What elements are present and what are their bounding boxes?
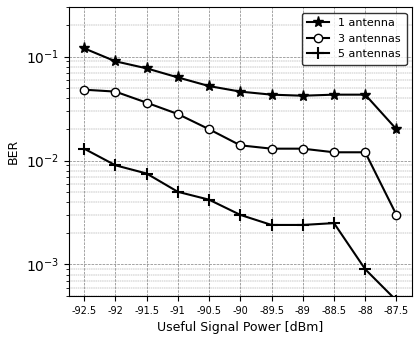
X-axis label: Useful Signal Power [dBm]: Useful Signal Power [dBm] [157,321,323,334]
3 antennas [175,112,180,116]
1 antenna [269,93,274,97]
1 antenna [82,46,87,50]
3 antennas [394,213,399,217]
5 antennas [269,223,274,227]
5 antennas [331,221,336,225]
1 antenna [394,127,399,131]
1 antenna [300,94,305,98]
Line: 1 antenna: 1 antenna [79,43,402,135]
1 antenna [238,90,243,94]
1 antenna [331,93,336,97]
5 antennas [363,267,368,271]
5 antennas [238,213,243,217]
3 antennas [82,88,87,92]
5 antennas [207,198,212,202]
5 antennas [175,190,180,194]
Line: 3 antennas: 3 antennas [80,86,401,219]
1 antenna [175,75,180,79]
3 antennas [269,147,274,151]
3 antennas [331,150,336,154]
3 antennas [238,143,243,147]
5 antennas [144,172,149,176]
1 antenna [144,66,149,70]
3 antennas [144,101,149,105]
Y-axis label: BER: BER [7,139,20,164]
3 antennas [113,90,118,94]
Line: 5 antennas: 5 antennas [79,143,402,306]
1 antenna [207,84,212,88]
Legend: 1 antenna, 3 antennas, 5 antennas: 1 antenna, 3 antennas, 5 antennas [302,13,406,65]
1 antenna [113,59,118,63]
5 antennas [113,163,118,167]
3 antennas [207,127,212,131]
5 antennas [82,147,87,151]
1 antenna [363,93,368,97]
5 antennas [300,223,305,227]
3 antennas [300,147,305,151]
3 antennas [363,150,368,154]
5 antennas [394,298,399,302]
